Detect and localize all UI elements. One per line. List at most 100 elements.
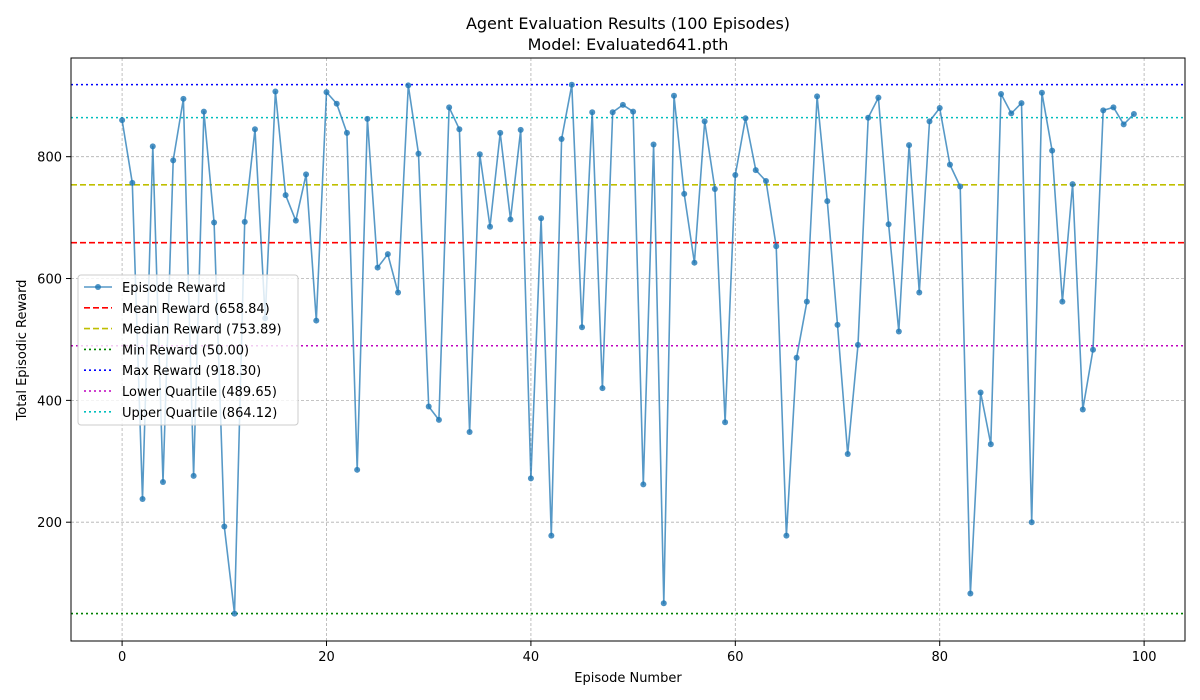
data-point xyxy=(405,82,412,89)
legend-item: Min Reward (50.00) xyxy=(84,343,249,358)
legend-entries: Episode Reward Mean Reward (658.84) Median… xyxy=(84,281,282,421)
legend-marker xyxy=(95,284,101,290)
data-point xyxy=(875,94,882,101)
legend: Episode Reward Mean Reward (658.84) Median… xyxy=(77,274,299,426)
data-point xyxy=(456,126,463,133)
x-tick-label: 0 xyxy=(118,650,126,665)
data-point xyxy=(435,416,442,423)
data-point xyxy=(865,114,872,121)
data-point xyxy=(824,198,831,205)
x-axis: 0 20 40 60 80 100 xyxy=(118,641,1157,665)
data-point xyxy=(119,117,126,124)
data-point xyxy=(916,289,923,296)
data-point xyxy=(1130,111,1137,118)
data-point xyxy=(844,450,851,457)
y-axis-label: Total Episodic Reward xyxy=(15,280,30,422)
data-point xyxy=(446,104,453,111)
data-point xyxy=(1079,406,1086,413)
grid xyxy=(71,58,1185,641)
data-point xyxy=(149,143,156,150)
data-point xyxy=(507,216,514,223)
data-point xyxy=(650,141,657,148)
data-point xyxy=(793,354,800,361)
data-point xyxy=(1120,121,1127,128)
data-point xyxy=(1059,298,1066,305)
data-point xyxy=(415,150,422,157)
legend-label: Upper Quartile (864.12) xyxy=(122,406,277,421)
data-point xyxy=(670,92,677,99)
plot-frame xyxy=(70,57,1186,642)
data-point xyxy=(987,441,994,448)
data-point xyxy=(497,129,504,136)
data-point xyxy=(640,481,647,488)
data-point xyxy=(303,171,310,178)
data-point xyxy=(272,88,279,95)
data-point xyxy=(609,109,616,116)
data-point xyxy=(946,161,953,168)
data-point xyxy=(1100,107,1107,114)
data-point xyxy=(282,192,289,199)
x-tick-label: 40 xyxy=(523,650,540,665)
data-point xyxy=(783,532,790,539)
data-point xyxy=(170,157,177,164)
data-point xyxy=(742,115,749,122)
data-point xyxy=(139,496,146,503)
legend-label: Median Reward (753.89) xyxy=(122,323,282,338)
data-point xyxy=(517,126,524,133)
data-point xyxy=(568,81,575,88)
legend-label: Max Reward (918.30) xyxy=(122,364,261,379)
data-point xyxy=(619,101,626,108)
data-point xyxy=(599,385,606,392)
data-point xyxy=(762,178,769,185)
data-point xyxy=(998,90,1005,97)
data-point xyxy=(834,321,841,328)
data-point xyxy=(487,223,494,230)
data-point xyxy=(251,126,258,133)
series-line xyxy=(121,84,1135,615)
data-point xyxy=(1008,110,1015,117)
data-point xyxy=(803,298,810,305)
x-tick-label: 100 xyxy=(1132,650,1157,665)
legend-label: Lower Quartile (489.65) xyxy=(122,385,277,400)
legend-label: Mean Reward (658.84) xyxy=(122,302,270,317)
legend-item: Mean Reward (658.84) xyxy=(84,302,270,317)
chart-title: Agent Evaluation Results (100 Episodes) xyxy=(466,14,790,33)
data-point xyxy=(384,251,391,258)
data-point xyxy=(241,218,248,225)
legend-item: Upper Quartile (864.12) xyxy=(84,406,277,421)
data-point xyxy=(814,93,821,100)
data-point xyxy=(589,109,596,116)
data-point xyxy=(579,324,586,331)
legend-label: Min Reward (50.00) xyxy=(122,343,249,358)
data-point xyxy=(1028,519,1035,526)
data-point xyxy=(292,217,299,224)
x-tick-label: 80 xyxy=(931,650,948,665)
data-point xyxy=(374,264,381,271)
x-axis-label: Episode Number xyxy=(574,671,682,686)
data-point xyxy=(538,215,545,222)
data-point xyxy=(1038,89,1045,96)
data-point xyxy=(885,221,892,228)
legend-item: Lower Quartile (489.65) xyxy=(84,385,277,400)
data-point xyxy=(323,89,330,96)
y-tick-label: 200 xyxy=(37,516,62,531)
series-layer xyxy=(119,81,1137,617)
data-point xyxy=(977,389,984,396)
y-axis: 200 400 600 800 xyxy=(37,151,71,531)
legend-label: Episode Reward xyxy=(122,281,226,296)
data-point xyxy=(200,108,207,115)
data-point xyxy=(681,190,688,197)
data-point xyxy=(1090,346,1097,353)
data-point xyxy=(1069,181,1076,188)
chart-subtitle: Model: Evaluated641.pth xyxy=(528,35,729,54)
data-point xyxy=(967,590,974,597)
data-point xyxy=(425,403,432,410)
data-point xyxy=(895,328,902,335)
x-tick-label: 20 xyxy=(318,650,335,665)
data-point xyxy=(711,185,718,192)
data-point xyxy=(180,95,187,102)
y-tick-label: 600 xyxy=(37,273,62,288)
data-point xyxy=(660,600,667,607)
data-point xyxy=(364,115,371,122)
legend-frame xyxy=(77,274,299,426)
